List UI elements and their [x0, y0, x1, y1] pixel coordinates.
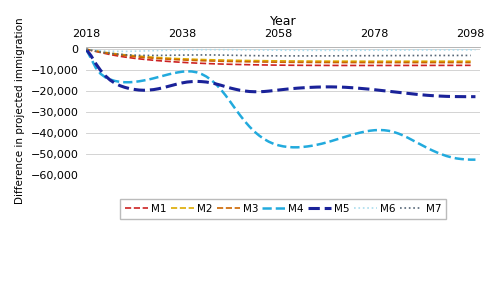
Line: M5: M5	[86, 49, 475, 97]
M2	[83, 47, 89, 51]
M1	[420, 63, 426, 67]
M5	[396, 91, 402, 94]
M7	[400, 54, 406, 57]
Line: M4: M4	[86, 49, 475, 160]
M1	[83, 48, 89, 51]
M5	[472, 95, 478, 99]
M4	[396, 132, 402, 135]
M7	[468, 54, 473, 57]
M5	[194, 80, 200, 83]
M7	[372, 54, 378, 57]
M6	[198, 48, 204, 52]
Legend: M1, M2, M3, M4, M5, M6, M7: M1, M2, M3, M4, M5, M6, M7	[120, 199, 446, 219]
M5	[386, 89, 392, 93]
Line: M2: M2	[86, 49, 470, 61]
M5	[463, 95, 469, 99]
M2	[324, 59, 330, 63]
M3	[420, 61, 426, 64]
M6	[270, 48, 276, 52]
M6	[391, 48, 397, 52]
M7	[434, 54, 440, 57]
M2	[468, 59, 473, 63]
M1	[434, 63, 440, 67]
M1	[357, 64, 363, 67]
M4	[174, 70, 180, 74]
M2	[434, 59, 440, 63]
M6	[400, 48, 406, 52]
M7	[83, 47, 89, 51]
Line: M1: M1	[86, 49, 470, 66]
M7	[328, 54, 334, 58]
M1	[372, 64, 378, 67]
M6	[472, 48, 478, 52]
M2	[420, 59, 426, 63]
M5	[174, 82, 180, 86]
M4	[468, 158, 473, 161]
M2	[400, 59, 406, 63]
M5	[189, 80, 195, 84]
M1	[294, 63, 300, 67]
M4	[194, 70, 200, 74]
M4	[386, 129, 392, 133]
M5	[266, 89, 272, 93]
M3	[83, 48, 89, 51]
M7	[294, 54, 300, 58]
M1	[468, 63, 473, 67]
M5	[83, 48, 89, 51]
M2	[366, 59, 372, 63]
M3	[324, 61, 330, 64]
M4	[189, 70, 195, 73]
X-axis label: Year: Year	[270, 15, 296, 28]
M7	[420, 54, 426, 57]
M2	[386, 59, 392, 63]
M3	[294, 60, 300, 64]
M7	[300, 54, 306, 58]
M6	[194, 48, 200, 52]
M4	[266, 140, 272, 144]
Line: M6: M6	[86, 49, 475, 52]
M6	[83, 47, 89, 51]
M2	[294, 59, 300, 63]
M1	[324, 63, 330, 67]
M1	[400, 64, 406, 67]
M3	[400, 61, 406, 64]
Line: M7: M7	[86, 49, 470, 56]
M4	[472, 158, 478, 161]
M4	[83, 48, 89, 51]
M6	[117, 50, 123, 53]
Line: M3: M3	[86, 49, 470, 63]
M3	[434, 61, 440, 64]
M3	[386, 61, 392, 64]
M6	[180, 48, 186, 52]
Y-axis label: Difference in projected immigration: Difference in projected immigration	[15, 18, 25, 204]
M3	[366, 61, 372, 64]
M3	[468, 61, 473, 64]
